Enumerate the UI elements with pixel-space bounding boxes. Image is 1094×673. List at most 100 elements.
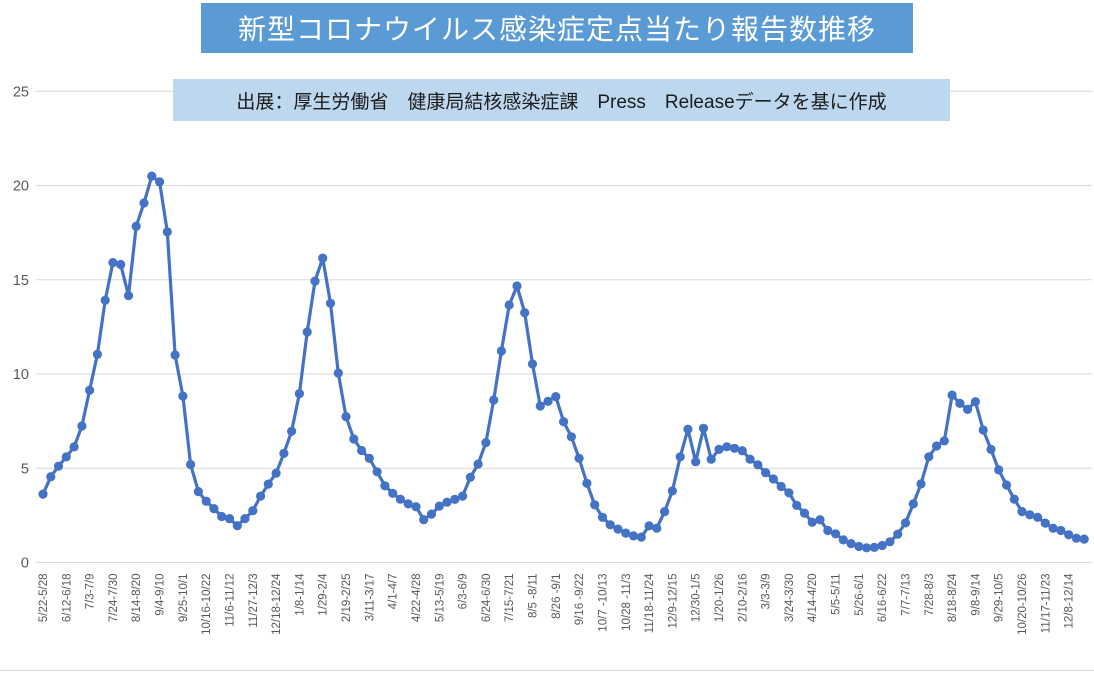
x-axis-tick-label: 11/27-12/3 — [248, 574, 260, 628]
x-axis-tick-label: 3/11-3/17 — [364, 574, 376, 622]
data-point — [310, 276, 320, 286]
data-point — [325, 298, 336, 308]
x-axis-tick-label: 12/8-12/14 — [1064, 573, 1076, 629]
data-point — [1048, 523, 1058, 533]
data-point — [885, 537, 895, 547]
x-axis-tick-label: 12/9-12/15 — [667, 574, 679, 629]
data-point — [279, 448, 289, 458]
x-axis-tick-label: 10/7 -10/13 — [597, 574, 609, 632]
data-point — [1064, 530, 1074, 540]
data-point — [776, 481, 786, 492]
data-point — [963, 404, 973, 414]
data-point — [504, 300, 514, 310]
data-point — [496, 346, 506, 356]
x-axis-tick-label: 8/14-8/20 — [131, 574, 143, 623]
chart-title-banner: 新型コロナウイルス感染症定点当たり報告数推移 — [201, 3, 913, 53]
data-point — [900, 518, 911, 528]
data-point — [38, 489, 48, 499]
data-point — [893, 529, 903, 539]
data-point — [263, 479, 273, 489]
x-axis-tick-label: 5/13-5/19 — [434, 574, 446, 623]
x-axis-tick-label: 2/19-2/25 — [341, 574, 353, 623]
data-point — [403, 499, 413, 509]
x-axis-tick-label: 9/16 -9/22 — [574, 574, 586, 626]
data-point — [1017, 507, 1027, 517]
data-point — [131, 221, 141, 231]
data-point — [139, 198, 149, 208]
data-point — [652, 523, 662, 533]
data-point — [341, 412, 351, 422]
x-axis-tick-label: 1/29-2/4 — [318, 573, 330, 616]
data-point — [628, 531, 639, 541]
x-axis-tick-label: 5/26-6/1 — [854, 574, 866, 616]
x-axis-tick-label: 4/14-4/20 — [807, 574, 819, 623]
data-point — [706, 454, 716, 464]
data-point — [209, 504, 219, 514]
x-axis-tick-label: 1/8-1/14 — [294, 573, 306, 616]
data-point — [388, 488, 398, 498]
data-point — [784, 488, 794, 498]
data-point — [450, 494, 460, 504]
data-point — [186, 459, 196, 470]
data-point — [566, 432, 577, 442]
data-point — [1009, 494, 1019, 504]
x-axis-tick-label: 10/28 -11/3 — [621, 574, 633, 631]
data-point — [287, 426, 297, 436]
data-point — [986, 444, 996, 454]
data-point — [831, 529, 841, 539]
data-point — [729, 443, 740, 453]
data-point — [240, 514, 250, 524]
data-point — [100, 295, 110, 305]
x-axis-tick-label: 11/18-11/24 — [644, 573, 656, 633]
data-point — [1056, 525, 1066, 536]
data-point — [248, 506, 258, 516]
y-axis-tick-label: 15 — [13, 273, 29, 289]
y-axis-tick-label: 10 — [13, 367, 29, 383]
y-axis-tick-label: 20 — [13, 179, 29, 195]
data-point — [1033, 512, 1043, 522]
data-point — [994, 465, 1004, 475]
data-point — [636, 532, 646, 542]
data-point — [380, 481, 390, 491]
y-axis-tick-label: 25 — [13, 84, 29, 100]
data-point — [520, 308, 530, 318]
data-point — [256, 491, 266, 501]
data-point — [1040, 518, 1050, 528]
data-point — [854, 541, 864, 552]
data-point — [597, 512, 608, 522]
data-point — [53, 461, 64, 471]
x-axis-tick-label: 8/26 -9/1 — [551, 574, 563, 619]
data-point — [605, 520, 615, 530]
data-point — [512, 281, 522, 291]
data-point — [970, 397, 981, 407]
data-point — [582, 478, 592, 488]
data-point — [1071, 533, 1081, 543]
data-point — [442, 497, 452, 507]
data-point — [559, 417, 569, 427]
data-point — [349, 434, 359, 444]
data-point — [147, 171, 157, 181]
data-point — [862, 543, 872, 553]
x-axis-tick-label: 7/28-8/3 — [924, 574, 936, 616]
x-axis-tick-label: 11/6-11/12 — [224, 574, 236, 627]
x-axis-tick-label: 3/3-3/9 — [761, 574, 773, 610]
data-point — [761, 468, 771, 478]
data-point — [978, 425, 988, 435]
data-point — [1001, 480, 1012, 490]
x-axis-tick-label: 1/20-1/26 — [714, 574, 726, 623]
data-point — [691, 457, 701, 467]
data-point — [675, 452, 685, 462]
x-axis-tick-label: 4/1-4/7 — [388, 574, 400, 610]
data-point — [815, 515, 825, 525]
data-point — [737, 446, 747, 456]
data-point — [419, 515, 429, 525]
data-point — [178, 391, 188, 401]
y-axis-tick-label: 5 — [21, 461, 29, 477]
data-point — [411, 502, 421, 512]
data-point — [92, 349, 102, 359]
data-point — [955, 398, 965, 408]
data-point — [116, 259, 126, 270]
data-point — [357, 445, 367, 456]
data-point — [108, 258, 118, 268]
